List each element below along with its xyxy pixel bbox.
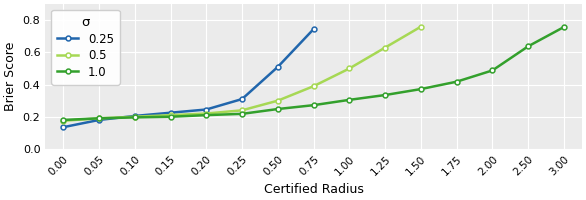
1.0 — [524, 45, 532, 48]
0.25 — [96, 119, 103, 121]
Legend: 0.25, 0.5, 1.0: 0.25, 0.5, 1.0 — [51, 10, 120, 84]
0.25 — [203, 108, 210, 111]
0.25 — [167, 112, 174, 114]
Line: 0.25: 0.25 — [61, 27, 316, 130]
Line: 0.5: 0.5 — [61, 24, 423, 123]
0.5 — [167, 114, 174, 116]
0.5 — [417, 25, 424, 28]
1.0 — [167, 116, 174, 118]
1.0 — [131, 116, 138, 119]
1.0 — [60, 119, 67, 121]
0.5 — [346, 67, 353, 70]
0.5 — [381, 46, 389, 49]
0.25 — [239, 98, 246, 100]
0.5 — [274, 99, 281, 102]
1.0 — [417, 88, 424, 90]
1.0 — [239, 113, 246, 115]
0.5 — [203, 112, 210, 115]
0.5 — [60, 120, 67, 122]
0.5 — [96, 117, 103, 120]
0.25 — [274, 66, 281, 68]
0.25 — [131, 115, 138, 117]
1.0 — [453, 80, 460, 83]
0.25 — [60, 126, 67, 128]
0.25 — [310, 28, 317, 30]
1.0 — [489, 69, 496, 72]
1.0 — [310, 104, 317, 106]
1.0 — [203, 114, 210, 116]
1.0 — [381, 94, 389, 96]
X-axis label: Certified Radius: Certified Radius — [264, 183, 363, 196]
0.5 — [239, 109, 246, 112]
1.0 — [96, 117, 103, 120]
0.5 — [310, 85, 317, 87]
Y-axis label: Brier Score: Brier Score — [4, 42, 17, 111]
1.0 — [274, 108, 281, 110]
1.0 — [560, 26, 567, 28]
0.5 — [131, 116, 138, 118]
1.0 — [346, 99, 353, 101]
Line: 1.0: 1.0 — [61, 25, 567, 122]
